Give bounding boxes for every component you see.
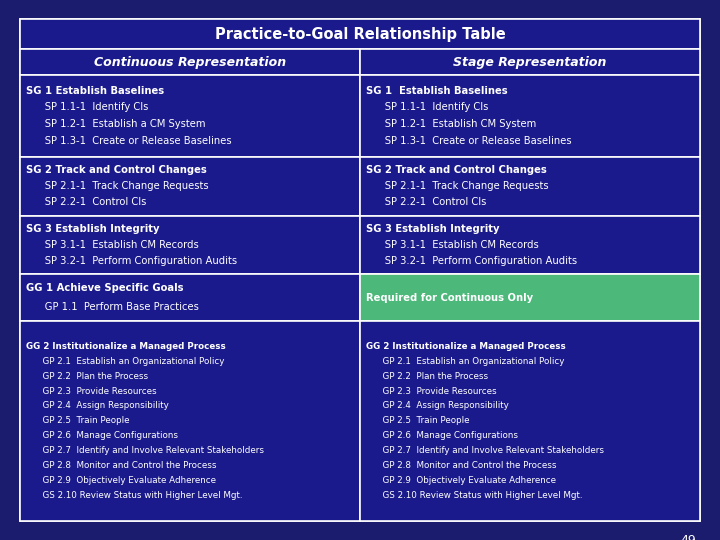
Bar (20, 75, 360, 157)
Text: GP 2.1  Establish an Organizational Policy: GP 2.1 Establish an Organizational Polic… (26, 357, 225, 366)
Text: SP 3.2-1  Perform Configuration Audits: SP 3.2-1 Perform Configuration Audits (366, 256, 577, 266)
Bar (20, 49, 360, 75)
Text: GP 2.6  Manage Configurations: GP 2.6 Manage Configurations (366, 431, 518, 440)
Text: Continuous Representation: Continuous Representation (94, 56, 286, 69)
Bar (360, 274, 700, 321)
Bar (360, 75, 700, 157)
Text: SP 3.1-1  Establish CM Records: SP 3.1-1 Establish CM Records (366, 240, 539, 250)
Text: GP 1.1  Perform Base Practices: GP 1.1 Perform Base Practices (26, 302, 199, 312)
Text: SP 1.3-1  Create or Release Baselines: SP 1.3-1 Create or Release Baselines (366, 136, 572, 146)
Text: SP 1.3-1  Create or Release Baselines: SP 1.3-1 Create or Release Baselines (26, 136, 232, 146)
Bar (360, 49, 700, 75)
Text: GP 2.4  Assign Responsibility: GP 2.4 Assign Responsibility (366, 401, 508, 410)
Text: SP 2.1-1  Track Change Requests: SP 2.1-1 Track Change Requests (26, 181, 209, 191)
Bar (360, 321, 700, 521)
Text: GS 2.10 Review Status with Higher Level Mgt.: GS 2.10 Review Status with Higher Level … (26, 491, 243, 500)
Bar (20, 19, 700, 49)
Text: GP 2.5  Train People: GP 2.5 Train People (366, 416, 469, 426)
Text: GP 2.3  Provide Resources: GP 2.3 Provide Resources (26, 387, 156, 396)
Text: SP 1.2-1  Establish CM System: SP 1.2-1 Establish CM System (366, 119, 536, 129)
Text: Required for Continuous Only: Required for Continuous Only (366, 293, 533, 303)
Text: GP 2.1  Establish an Organizational Policy: GP 2.1 Establish an Organizational Polic… (366, 357, 564, 366)
Text: GP 2.7  Identify and Involve Relevant Stakeholders: GP 2.7 Identify and Involve Relevant Sta… (366, 446, 604, 455)
Text: GG 2 Institutionalize a Managed Process: GG 2 Institutionalize a Managed Process (366, 342, 565, 351)
Text: SG 3 Establish Integrity: SG 3 Establish Integrity (366, 224, 499, 234)
Text: SG 2 Track and Control Changes: SG 2 Track and Control Changes (366, 165, 546, 175)
Text: SP 3.1-1  Establish CM Records: SP 3.1-1 Establish CM Records (26, 240, 199, 250)
Text: GP 2.7  Identify and Involve Relevant Stakeholders: GP 2.7 Identify and Involve Relevant Sta… (26, 446, 264, 455)
Text: SP 2.2-1  Control CIs: SP 2.2-1 Control CIs (26, 197, 146, 207)
Text: GP 2.2  Plan the Process: GP 2.2 Plan the Process (26, 372, 148, 381)
Text: GP 2.3  Provide Resources: GP 2.3 Provide Resources (366, 387, 496, 396)
Text: GP 2.2  Plan the Process: GP 2.2 Plan the Process (366, 372, 488, 381)
Bar (20, 215, 360, 274)
Bar (20, 321, 360, 521)
Text: SG 3 Establish Integrity: SG 3 Establish Integrity (26, 224, 159, 234)
Text: SP 2.2-1  Control CIs: SP 2.2-1 Control CIs (366, 197, 486, 207)
Bar (20, 157, 360, 215)
Text: GP 2.9  Objectively Evaluate Adherence: GP 2.9 Objectively Evaluate Adherence (366, 476, 556, 485)
Text: SP 3.2-1  Perform Configuration Audits: SP 3.2-1 Perform Configuration Audits (26, 256, 237, 266)
Text: GG 2 Institutionalize a Managed Process: GG 2 Institutionalize a Managed Process (26, 342, 225, 351)
Bar (360, 157, 700, 215)
Text: 49: 49 (680, 534, 696, 540)
Text: Practice-to-Goal Relationship Table: Practice-to-Goal Relationship Table (215, 27, 505, 42)
Text: SP 1.1-1  Identify CIs: SP 1.1-1 Identify CIs (366, 103, 488, 112)
Bar (360, 215, 700, 274)
Text: GS 2.10 Review Status with Higher Level Mgt.: GS 2.10 Review Status with Higher Level … (366, 491, 582, 500)
Text: GG 1 Achieve Specific Goals: GG 1 Achieve Specific Goals (26, 284, 184, 293)
Text: SP 1.1-1  Identify CIs: SP 1.1-1 Identify CIs (26, 103, 148, 112)
Text: GP 2.5  Train People: GP 2.5 Train People (26, 416, 130, 426)
Text: SP 1.2-1  Establish a CM System: SP 1.2-1 Establish a CM System (26, 119, 205, 129)
Text: GP 2.4  Assign Responsibility: GP 2.4 Assign Responsibility (26, 401, 168, 410)
Text: SP 2.1-1  Track Change Requests: SP 2.1-1 Track Change Requests (366, 181, 549, 191)
Text: GP 2.6  Manage Configurations: GP 2.6 Manage Configurations (26, 431, 178, 440)
Bar (20, 274, 360, 321)
Text: GP 2.8  Monitor and Control the Process: GP 2.8 Monitor and Control the Process (26, 461, 217, 470)
Text: GP 2.8  Monitor and Control the Process: GP 2.8 Monitor and Control the Process (366, 461, 557, 470)
Text: Stage Representation: Stage Representation (453, 56, 607, 69)
Text: SG 1 Establish Baselines: SG 1 Establish Baselines (26, 86, 164, 96)
Text: SG 1  Establish Baselines: SG 1 Establish Baselines (366, 86, 508, 96)
Text: SG 2 Track and Control Changes: SG 2 Track and Control Changes (26, 165, 207, 175)
Text: GP 2.9  Objectively Evaluate Adherence: GP 2.9 Objectively Evaluate Adherence (26, 476, 216, 485)
